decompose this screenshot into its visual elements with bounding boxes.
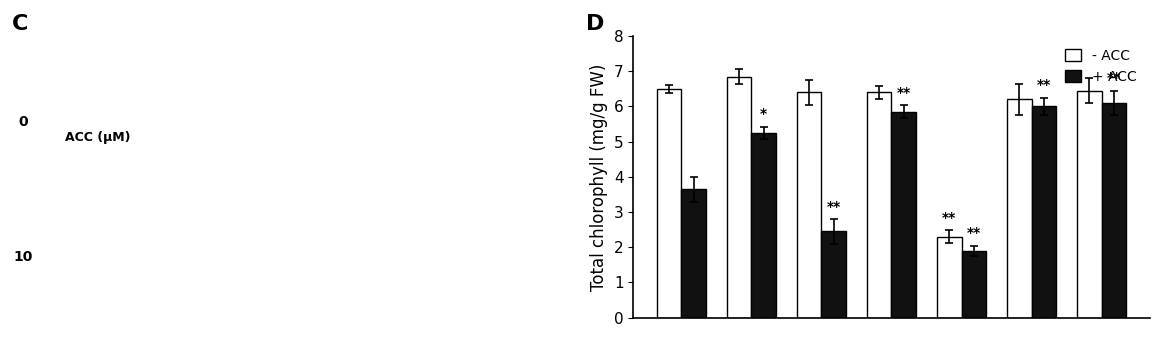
Bar	[1031, 106, 1056, 318]
Text: **: **	[942, 211, 956, 225]
Text: **: **	[1106, 71, 1121, 85]
Bar	[937, 237, 962, 318]
Text: **: **	[896, 86, 911, 100]
Y-axis label: Total chlorophyll (mg/g FW): Total chlorophyll (mg/g FW)	[590, 63, 609, 291]
Bar	[727, 77, 752, 318]
Text: ACC (μM): ACC (μM)	[65, 131, 130, 144]
Text: 0: 0	[19, 115, 28, 129]
Bar	[682, 189, 706, 318]
Bar	[1077, 91, 1101, 318]
Text: D: D	[586, 14, 605, 34]
Bar	[962, 251, 986, 318]
Bar	[796, 92, 821, 318]
Text: **: **	[967, 226, 981, 240]
Bar	[1008, 99, 1031, 318]
Bar	[891, 112, 916, 318]
Text: **: **	[1037, 78, 1051, 92]
Text: 10: 10	[14, 250, 33, 264]
Bar	[867, 92, 891, 318]
Bar	[657, 89, 682, 318]
Text: *: *	[760, 107, 767, 121]
Text: **: **	[827, 200, 841, 214]
Bar	[821, 231, 846, 318]
Legend: - ACC, + ACC: - ACC, + ACC	[1059, 43, 1143, 89]
Text: C: C	[12, 14, 28, 34]
Bar	[1101, 103, 1126, 318]
Bar	[752, 133, 775, 318]
